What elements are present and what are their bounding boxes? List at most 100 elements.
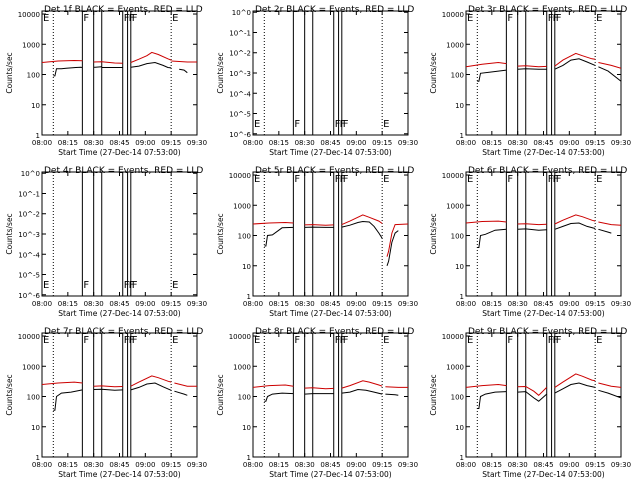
x-tick-label: 08:30: [84, 300, 104, 308]
plot-frame: [42, 11, 197, 135]
x-tick-label: 08:00: [243, 139, 263, 147]
y-tick-label: 1: [460, 132, 464, 140]
lld-series-line: [466, 63, 506, 67]
event-marker-label: E: [467, 13, 473, 24]
event-marker-label: F: [132, 335, 138, 346]
x-tick-label: 08:15: [482, 139, 502, 147]
plot-frame: [42, 172, 197, 296]
x-tick-label: 09:30: [611, 139, 631, 147]
x-tick-label: 09:00: [135, 300, 155, 308]
plot-frame: [253, 172, 408, 296]
events-series-line: [53, 67, 82, 76]
y-tick-label: 10: [242, 424, 251, 432]
y-tick-label: 10^-6: [229, 131, 251, 139]
event-marker-label: F: [294, 119, 300, 130]
y-tick-label: 1000: [233, 202, 251, 210]
x-tick-label: 08:00: [456, 300, 476, 308]
lld-series-line: [131, 376, 171, 386]
y-tick-label: 100: [451, 72, 464, 80]
x-tick-label: 08:00: [32, 300, 52, 308]
plot-frame: [466, 172, 621, 296]
events-series-line: [342, 390, 382, 395]
y-axis-label: Counts/sec: [429, 213, 438, 254]
event-marker-label: F: [507, 13, 513, 24]
x-axis-label: Start Time (27-Dec-14 07:53:00): [58, 309, 180, 318]
y-tick-label: 1000: [446, 363, 464, 371]
y-tick-label: 10^-5: [229, 111, 251, 119]
y-axis-label: Counts/sec: [429, 52, 438, 93]
event-marker-label: F: [132, 13, 138, 24]
events-series-line: [555, 223, 595, 229]
x-tick-label: 09:15: [161, 461, 181, 469]
y-axis-label: Counts/sec: [5, 374, 14, 415]
events-series-line: [598, 229, 611, 233]
events-series-line: [598, 67, 621, 81]
events-series-line: [518, 229, 547, 230]
lld-series-line: [598, 222, 621, 225]
x-axis-label: Start Time (27-Dec-14 07:53:00): [269, 309, 391, 318]
event-marker-label: F: [294, 335, 300, 346]
event-marker-label: F: [507, 174, 513, 185]
x-tick-label: 09:15: [161, 139, 181, 147]
x-axis-label: Start Time (27-Dec-14 07:53:00): [269, 470, 391, 479]
x-tick-label: 08:15: [58, 461, 78, 469]
events-series-line: [131, 383, 171, 390]
x-tick-label: 08:45: [533, 461, 553, 469]
x-tick-label: 08:15: [269, 461, 289, 469]
event-marker-label: F: [83, 335, 89, 346]
event-marker-label: E: [172, 13, 178, 24]
y-tick-label: 1: [36, 132, 40, 140]
x-tick-label: 09:30: [611, 300, 631, 308]
lld-series-line: [518, 387, 547, 396]
lld-series-line: [94, 386, 123, 387]
event-marker-label: E: [43, 13, 49, 24]
x-tick-label: 09:15: [585, 461, 605, 469]
y-tick-label: 10: [455, 424, 464, 432]
y-tick-label: 100: [238, 394, 251, 402]
y-tick-label: 100: [27, 72, 40, 80]
lld-series-line: [342, 381, 382, 388]
lld-series-line: [131, 52, 171, 62]
x-tick-label: 08:00: [243, 300, 263, 308]
x-tick-label: 08:45: [320, 139, 340, 147]
y-tick-label: 1: [36, 454, 40, 462]
x-tick-label: 09:30: [187, 139, 207, 147]
y-tick-label: 1000: [446, 41, 464, 49]
event-marker-label: E: [383, 335, 389, 346]
y-tick-label: 10000: [18, 11, 40, 19]
x-tick-label: 09:00: [346, 461, 366, 469]
y-tick-label: 10^-1: [18, 190, 40, 198]
x-tick-label: 08:30: [295, 461, 315, 469]
lld-series-line: [253, 385, 293, 387]
x-tick-label: 09:00: [559, 139, 579, 147]
event-marker-label: E: [596, 174, 602, 185]
events-series-line: [94, 389, 123, 390]
events-series-line: [555, 383, 595, 393]
lld-series-line: [555, 374, 595, 388]
event-marker-label: E: [254, 335, 260, 346]
event-marker-label: F: [294, 174, 300, 185]
events-series-line: [53, 390, 82, 410]
x-tick-label: 08:15: [58, 300, 78, 308]
event-marker-label: E: [596, 335, 602, 346]
y-tick-label: 10^-2: [18, 211, 40, 219]
x-tick-label: 08:15: [269, 300, 289, 308]
x-tick-label: 08:00: [32, 461, 52, 469]
events-series-line: [598, 390, 621, 398]
y-tick-label: 10: [31, 424, 40, 432]
x-tick-label: 09:15: [585, 300, 605, 308]
y-tick-label: 10000: [229, 172, 251, 180]
y-axis-label: Counts/sec: [5, 213, 14, 254]
events-series-line: [305, 394, 334, 395]
y-tick-label: 100: [451, 394, 464, 402]
y-tick-label: 10: [455, 263, 464, 271]
y-tick-label: 10: [31, 102, 40, 110]
y-tick-label: 10^-4: [229, 90, 251, 98]
x-tick-label: 09:00: [135, 139, 155, 147]
event-marker-label: E: [467, 174, 473, 185]
y-tick-label: 10^-4: [18, 251, 40, 259]
